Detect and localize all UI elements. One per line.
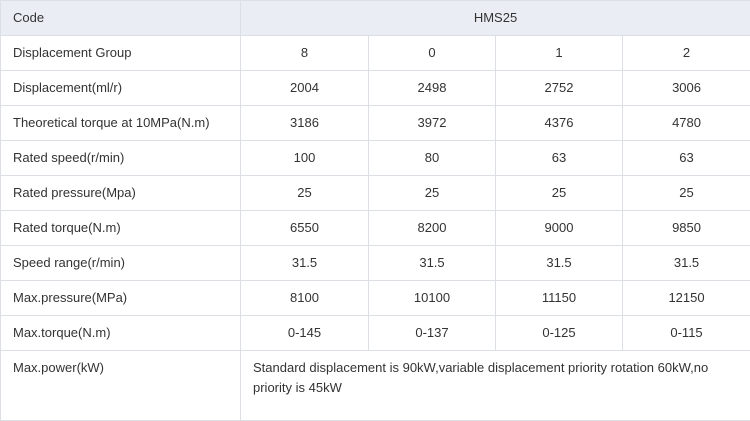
cell: 4780 <box>623 106 750 141</box>
row-label: Rated torque(N.m) <box>1 211 241 246</box>
cell: 3006 <box>623 71 750 106</box>
row-label: Code <box>1 1 241 36</box>
cell: 0-145 <box>241 316 369 351</box>
cell: 25 <box>369 176 496 211</box>
cell: 4376 <box>496 106 623 141</box>
row-label: Max.power(kW) <box>1 351 241 421</box>
cell: 0-125 <box>496 316 623 351</box>
cell: 0-115 <box>623 316 750 351</box>
cell: 9000 <box>496 211 623 246</box>
cell: 63 <box>496 141 623 176</box>
cell: 9850 <box>623 211 750 246</box>
row-label: Max.torque(N.m) <box>1 316 241 351</box>
cell: 8100 <box>241 281 369 316</box>
cell: 31.5 <box>496 246 623 281</box>
cell: 12150 <box>623 281 750 316</box>
row-label: Displacement Group <box>1 36 241 71</box>
cell: 2498 <box>369 71 496 106</box>
cell: 11150 <box>496 281 623 316</box>
cell: 31.5 <box>369 246 496 281</box>
cell: 2 <box>623 36 750 71</box>
cell: 80 <box>369 141 496 176</box>
cell: 31.5 <box>241 246 369 281</box>
row-label: Displacement(ml/r) <box>1 71 241 106</box>
cell: 25 <box>623 176 750 211</box>
cell: Standard displacement is 90kW,variable d… <box>241 351 750 421</box>
cell: 63 <box>623 141 750 176</box>
cell: 8200 <box>369 211 496 246</box>
cell: 10100 <box>369 281 496 316</box>
table-row: Max.power(kW)Standard displacement is 90… <box>1 351 750 421</box>
row-label: Speed range(r/min) <box>1 246 241 281</box>
cell: 25 <box>496 176 623 211</box>
cell: 0 <box>369 36 496 71</box>
cell: 31.5 <box>623 246 750 281</box>
cell: 2004 <box>241 71 369 106</box>
cell: 3186 <box>241 106 369 141</box>
row-label: Rated pressure(Mpa) <box>1 176 241 211</box>
row-label: Max.pressure(MPa) <box>1 281 241 316</box>
cell: 2752 <box>496 71 623 106</box>
cell: HMS25 <box>241 1 750 36</box>
cell: 100 <box>241 141 369 176</box>
cell: 0-137 <box>369 316 496 351</box>
cell: 1 <box>496 36 623 71</box>
row-label: Theoretical torque at 10MPa(N.m) <box>1 106 241 141</box>
cell: 8 <box>241 36 369 71</box>
cell: 3972 <box>369 106 496 141</box>
row-label: Rated speed(r/min) <box>1 141 241 176</box>
cell: 25 <box>241 176 369 211</box>
cell: 6550 <box>241 211 369 246</box>
